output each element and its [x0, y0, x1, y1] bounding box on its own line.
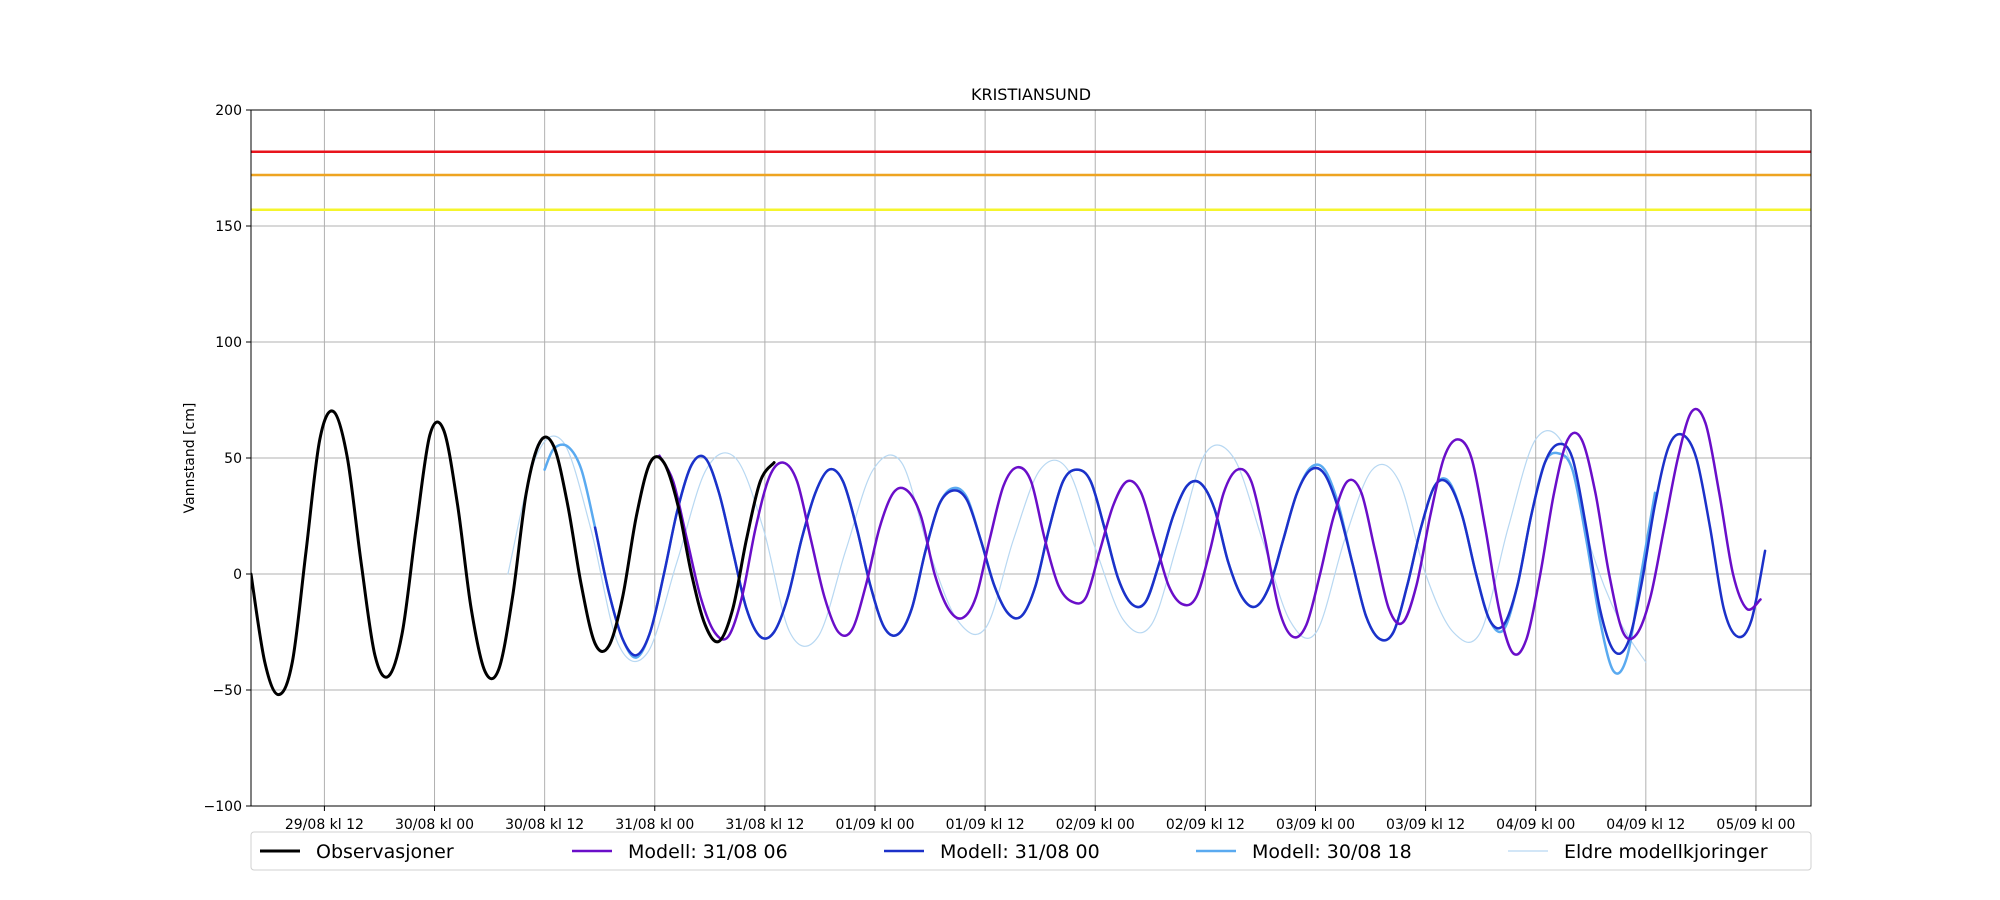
legend-box — [250, 831, 1812, 871]
chart-title: KRISTIANSUND — [971, 85, 1091, 104]
series-lines — [251, 407, 1767, 697]
y-tick-label-5: 150 — [215, 219, 242, 235]
y-axis: −100 −50 0 50 100 150 200 — [204, 103, 251, 815]
y-axis-label: Vannstand [cm] — [182, 403, 198, 514]
legend: Observasjoner Modell: 31/08 06 Modell: 31/… — [250, 831, 1812, 871]
y-tick-label-2: 0 — [233, 567, 242, 583]
legend-label-modell-31-08-06: Modell: 31/08 06 — [628, 841, 788, 863]
x-tick-label-4: 31/08 kl 12 — [725, 817, 804, 833]
x-axis: 29/08 kl 12 30/08 kl 00 30/08 kl 12 31/08 k… — [285, 806, 1795, 833]
y-tick-label-1: −50 — [212, 683, 242, 699]
series-line-eldre-modellkjoringer — [507, 430, 1647, 663]
y-tick-label-0: −100 — [204, 799, 242, 815]
y-tick-label-6: 200 — [215, 103, 242, 119]
legend-label-eldre-modellkjoringer: Eldre modellkjoringer — [1564, 841, 1768, 863]
x-tick-label-7: 02/09 kl 00 — [1056, 817, 1135, 833]
legend-label-modell-30-08-18: Modell: 30/08 18 — [1252, 841, 1412, 863]
x-tick-label-11: 04/09 kl 00 — [1496, 817, 1575, 833]
threshold-lines — [251, 150, 1811, 212]
x-tick-label-5: 01/09 kl 00 — [835, 817, 914, 833]
x-tick-label-9: 03/09 kl 00 — [1276, 817, 1355, 833]
series-line-observasjoner — [251, 409, 776, 697]
x-tick-label-8: 02/09 kl 12 — [1166, 817, 1245, 833]
x-tick-label-10: 03/09 kl 12 — [1386, 817, 1465, 833]
x-tick-label-6: 01/09 kl 12 — [946, 817, 1025, 833]
y-tick-label-4: 100 — [215, 335, 242, 351]
series-line-modell-31-08-00 — [593, 432, 1767, 657]
grid — [251, 109, 1811, 807]
legend-label-observasjoner: Observasjoner — [316, 841, 454, 863]
x-tick-label-3: 31/08 kl 00 — [615, 817, 694, 833]
series-line-modell-31-08-06 — [658, 407, 1762, 656]
x-tick-label-0: 29/08 kl 12 — [285, 817, 364, 833]
x-tick-label-2: 30/08 kl 12 — [505, 817, 584, 833]
x-tick-label-1: 30/08 kl 00 — [395, 817, 474, 833]
y-tick-label-3: 50 — [224, 451, 242, 467]
x-tick-label-13: 05/09 kl 00 — [1716, 817, 1795, 833]
legend-label-modell-31-08-00: Modell: 31/08 00 — [940, 841, 1100, 863]
x-tick-label-12: 04/09 kl 12 — [1606, 817, 1685, 833]
